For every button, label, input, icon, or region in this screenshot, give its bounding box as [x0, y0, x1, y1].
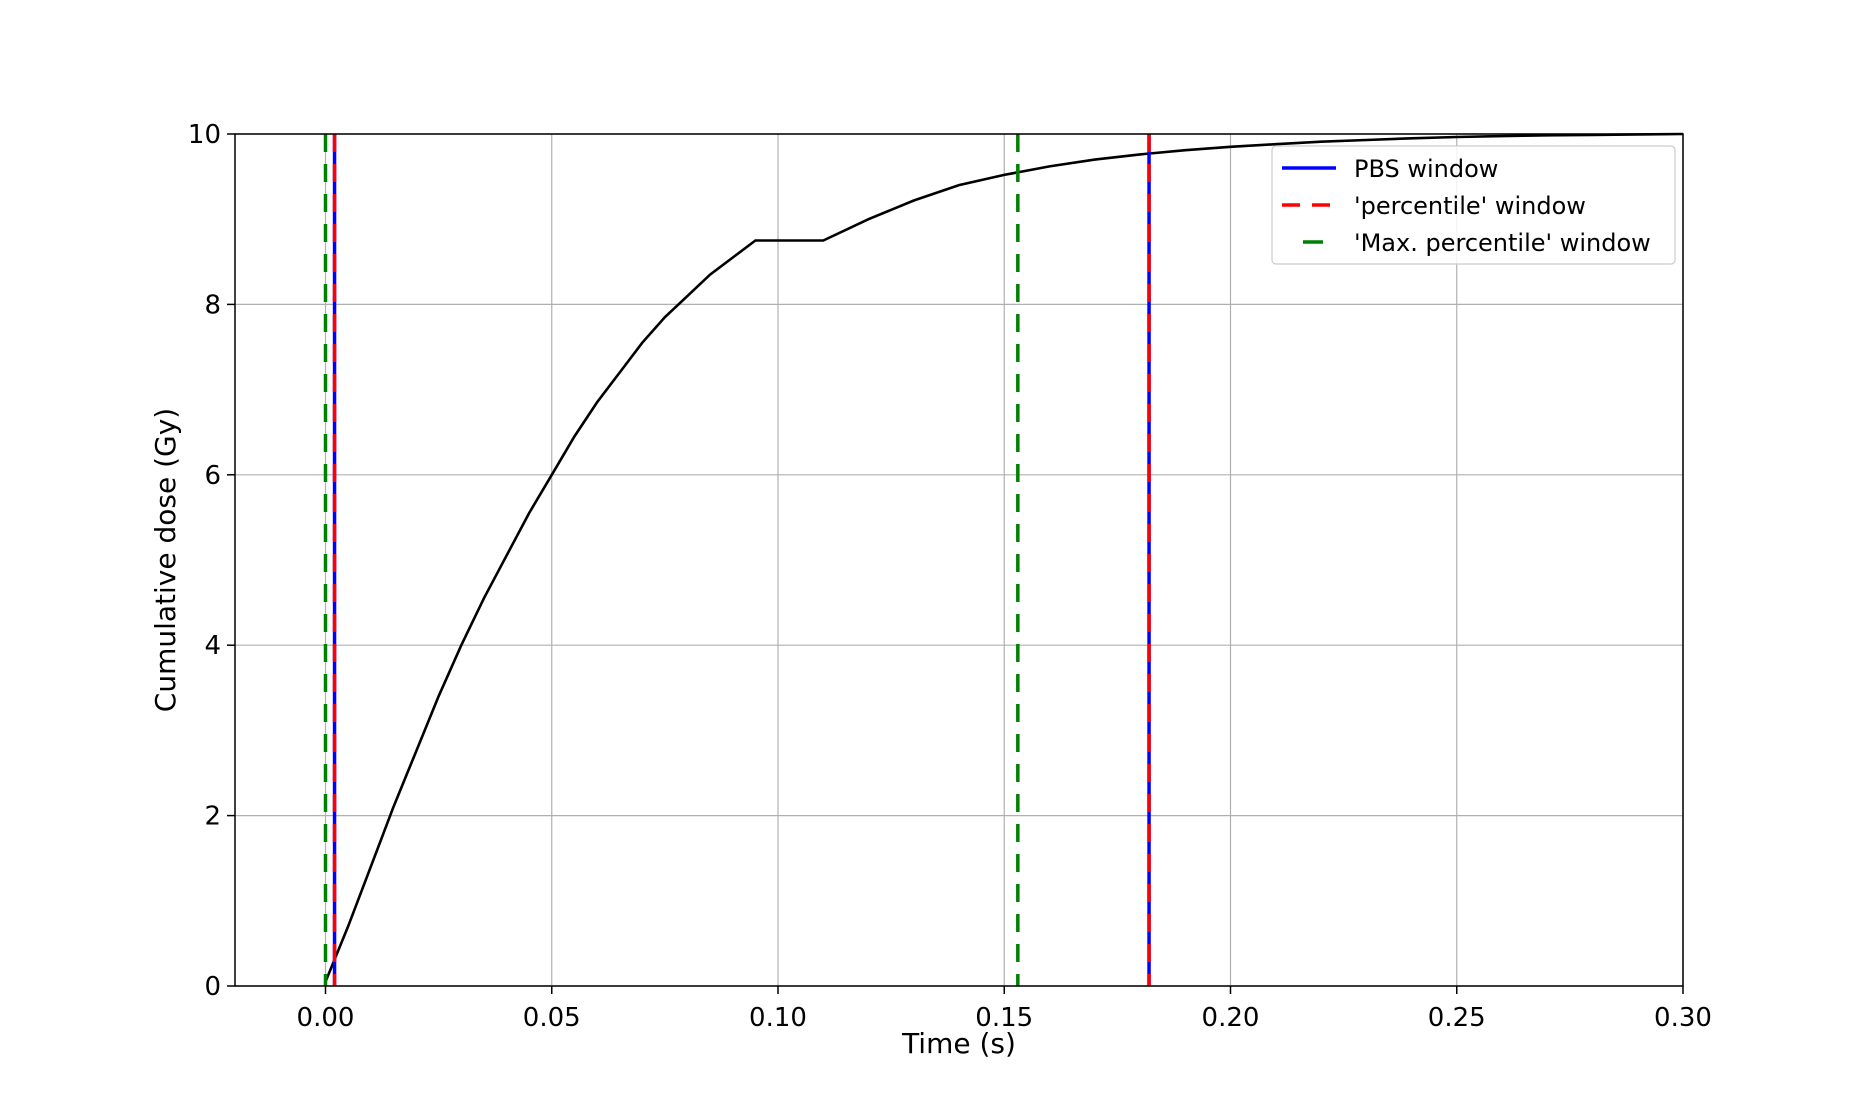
axis-ticks: 0.00 0.05 0.10 0.15 0.20 0.25 0.30 0 2 4 6 8 10 — [188, 120, 1712, 1033]
x-tick-label: 0.05 — [523, 1003, 581, 1033]
x-tick-label: 0.30 — [1654, 1003, 1712, 1033]
y-tick-label: 10 — [188, 120, 221, 150]
legend-entry: 'percentile' window — [1354, 192, 1586, 220]
cumulative-dose-curve — [324, 132, 1684, 983]
x-tick-label: 0.00 — [297, 1003, 355, 1033]
plot-area — [323, 132, 1684, 986]
x-tick-label: 0.10 — [749, 1003, 807, 1033]
y-tick-label: 8 — [204, 290, 221, 320]
y-tick-label: 6 — [204, 461, 221, 491]
y-tick-label: 4 — [204, 631, 221, 661]
axes-frame — [234, 133, 1684, 987]
x-tick-label: 0.15 — [975, 1003, 1033, 1033]
x-axis-label: Time (s) — [901, 1027, 1016, 1060]
legend-entry: PBS window — [1354, 155, 1498, 183]
legend-entry: 'Max. percentile' window — [1354, 229, 1651, 257]
x-tick-label: 0.25 — [1428, 1003, 1486, 1033]
x-tick-label: 0.20 — [1202, 1003, 1260, 1033]
y-tick-label: 2 — [204, 802, 221, 832]
y-axis-label: Cumulative dose (Gy) — [149, 408, 182, 712]
legend: PBS window 'percentile' window 'Max. perce… — [1271, 145, 1676, 265]
legend-box — [1271, 145, 1676, 265]
y-tick-label: 0 — [204, 972, 221, 1002]
